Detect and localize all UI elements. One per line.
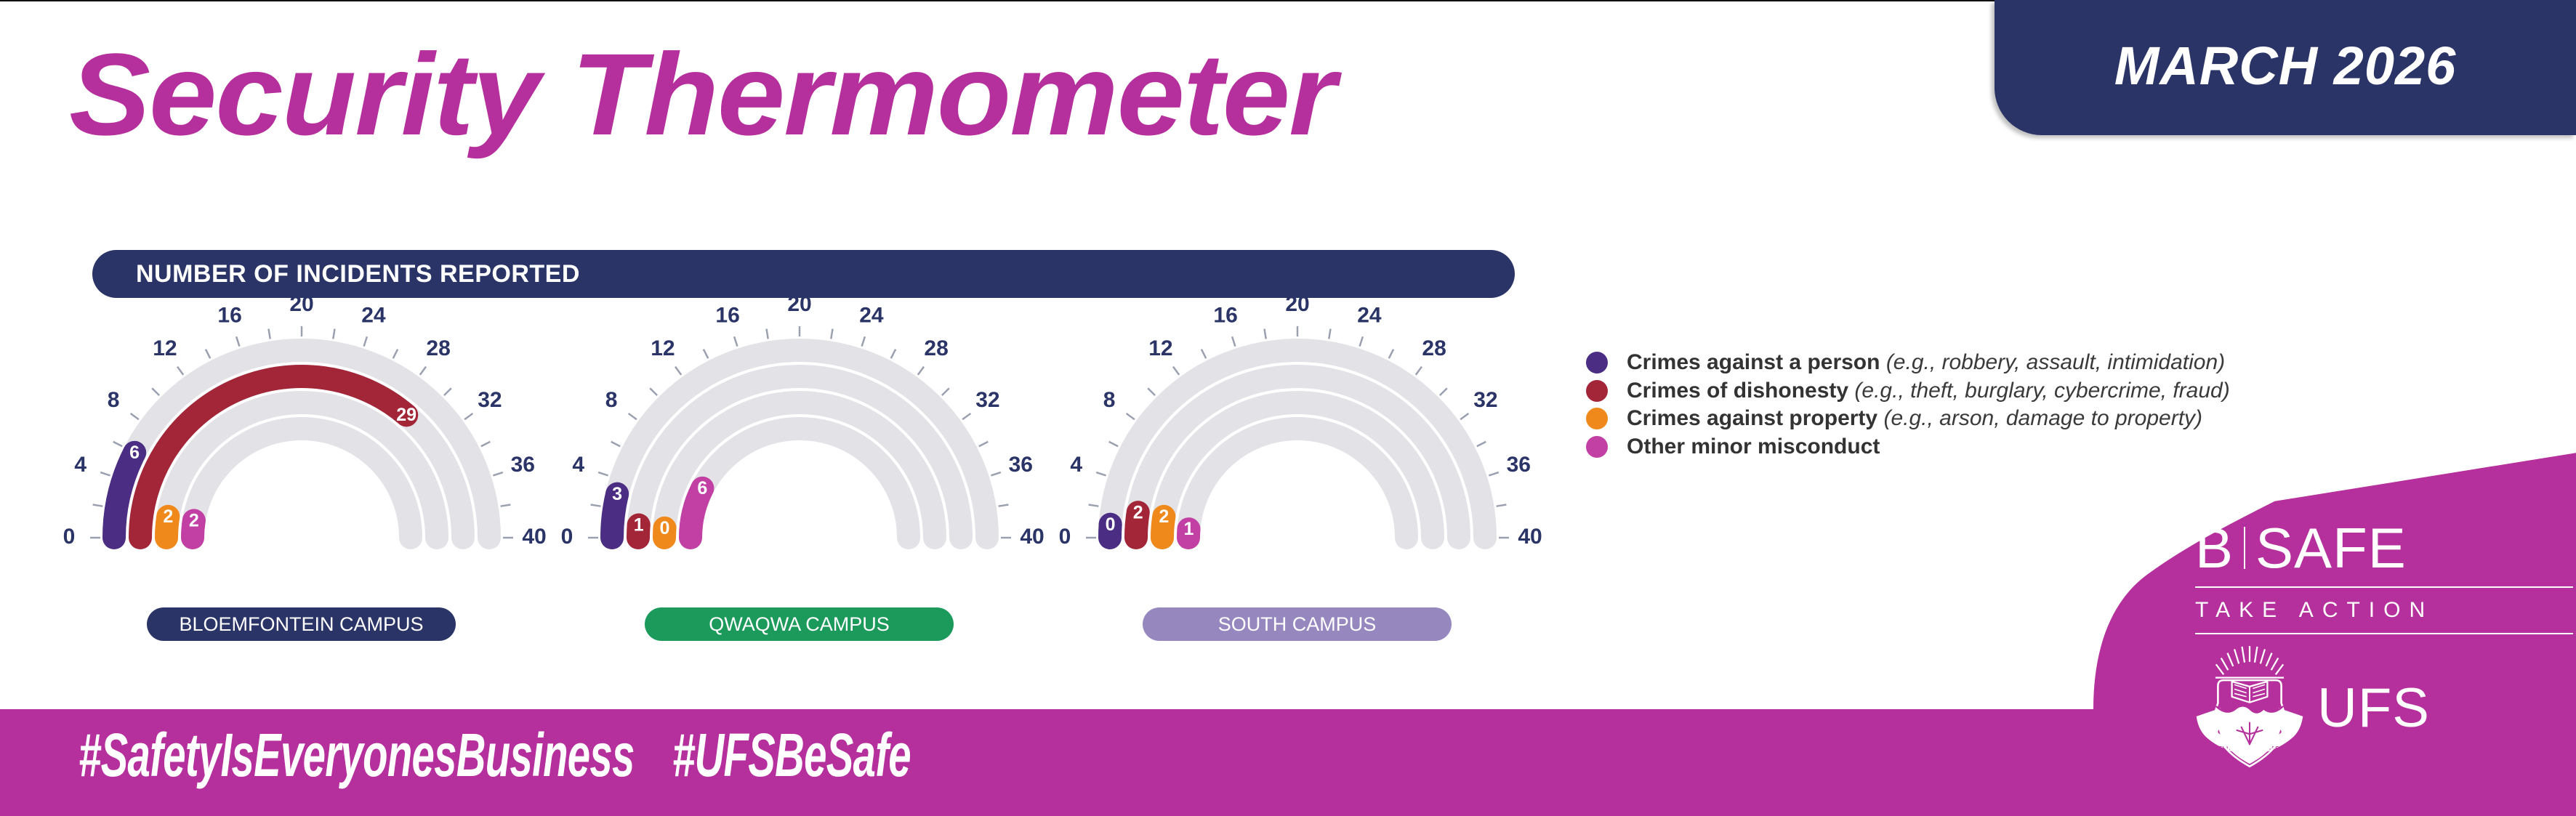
svg-text:2: 2: [189, 511, 199, 531]
svg-text:20: 20: [1285, 292, 1309, 316]
svg-text:40: 40: [522, 525, 546, 549]
svg-text:0: 0: [63, 525, 76, 549]
svg-text:40: 40: [1020, 525, 1044, 549]
svg-text:40: 40: [1518, 525, 1542, 549]
svg-text:28: 28: [1422, 336, 1446, 360]
svg-text:1: 1: [634, 515, 644, 536]
svg-text:20: 20: [289, 292, 313, 316]
svg-text:0: 0: [1106, 514, 1116, 535]
svg-text:24: 24: [1357, 304, 1382, 328]
svg-text:12: 12: [651, 336, 675, 360]
svg-text:3: 3: [612, 484, 622, 504]
svg-text:4: 4: [1070, 453, 1082, 477]
svg-text:12: 12: [1148, 336, 1172, 360]
svg-text:6: 6: [697, 478, 707, 498]
svg-text:16: 16: [1213, 304, 1237, 328]
svg-text:4: 4: [74, 453, 86, 477]
svg-text:4: 4: [572, 453, 584, 477]
svg-text:32: 32: [478, 388, 502, 412]
svg-text:2: 2: [1159, 506, 1169, 527]
svg-text:2: 2: [163, 506, 173, 527]
svg-text:8: 8: [108, 388, 120, 412]
svg-text:28: 28: [924, 336, 948, 360]
svg-text:32: 32: [975, 388, 999, 412]
svg-text:8: 8: [1103, 388, 1116, 412]
svg-text:16: 16: [715, 304, 739, 328]
svg-text:36: 36: [1009, 453, 1033, 477]
svg-text:28: 28: [426, 336, 450, 360]
svg-text:29: 29: [396, 405, 416, 425]
svg-text:6: 6: [129, 443, 140, 463]
svg-text:0: 0: [660, 518, 670, 538]
svg-text:36: 36: [511, 453, 535, 477]
svg-text:0: 0: [1059, 525, 1071, 549]
svg-text:20: 20: [787, 292, 811, 316]
svg-text:32: 32: [1473, 388, 1497, 412]
svg-text:0: 0: [561, 525, 573, 549]
svg-text:8: 8: [605, 388, 618, 412]
svg-text:36: 36: [1507, 453, 1531, 477]
svg-text:2: 2: [1133, 502, 1143, 522]
svg-text:24: 24: [361, 304, 386, 328]
svg-text:1: 1: [1184, 519, 1194, 539]
svg-text:24: 24: [859, 304, 884, 328]
svg-text:16: 16: [217, 304, 241, 328]
svg-text:12: 12: [153, 336, 177, 360]
